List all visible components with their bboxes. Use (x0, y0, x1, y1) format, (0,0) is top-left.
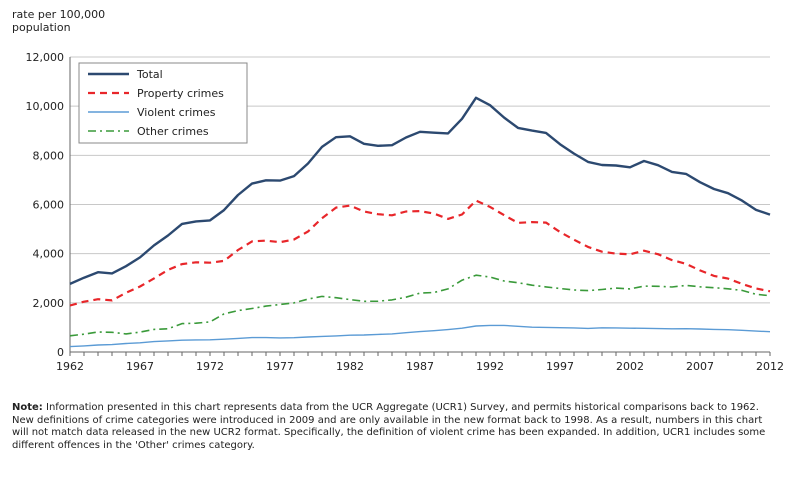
x-tick-label: 1972 (196, 360, 224, 373)
y-tick-label: 8,000 (33, 149, 65, 162)
legend-label: Total (136, 68, 163, 81)
note-label: Note: (12, 402, 43, 413)
axes: 0 2,000 4,000 6,000 8,000 10,000 12,000 1962 196… (26, 51, 785, 373)
y-tick-label: 2,000 (33, 297, 65, 310)
y-tick-label: 10,000 (26, 100, 65, 113)
series-lines (69, 96, 771, 348)
y-tick-label: 0 (57, 346, 64, 359)
x-tick-label: 1967 (126, 360, 154, 373)
legend-box (78, 62, 248, 144)
x-tick-label: 2012 (756, 360, 784, 373)
legend-label: Property crimes (137, 87, 224, 100)
series-line-total (69, 96, 771, 285)
y-axis-label-line-1: rate per 100,000 (12, 8, 106, 21)
y-axis-label-line-2: population (12, 21, 71, 34)
x-tick-label: 1992 (476, 360, 504, 373)
x-tick-label: 1977 (266, 360, 294, 373)
x-tick-label: 1987 (406, 360, 434, 373)
line-chart: 0 2,000 4,000 6,000 8,000 10,000 12,000 1962 196… (26, 51, 785, 373)
legend-label: Other crimes (137, 125, 209, 138)
gridlines (70, 56, 770, 304)
x-tick-label: 2002 (616, 360, 644, 373)
series-line-violent-crimes (69, 324, 771, 348)
x-tick-label: 1982 (336, 360, 364, 373)
y-tick-label: 12,000 (26, 51, 65, 64)
x-tick-label: 1962 (56, 360, 84, 373)
y-tick-label: 6,000 (33, 199, 65, 212)
note-text: Information presented in this chart repr… (12, 402, 766, 451)
y-axis-label: rate per 100,000 population (12, 8, 122, 34)
series-line-other-crimes (69, 274, 771, 337)
y-tick-label: 4,000 (33, 248, 65, 261)
legend-label: Violent crimes (137, 106, 216, 119)
series-line-property-crimes (69, 199, 771, 307)
chart-note: Note: Information presented in this char… (12, 402, 776, 452)
legend: Total Property crimes Violent crimes Other … (78, 62, 248, 144)
x-tick-label: 2007 (686, 360, 714, 373)
x-tick-label: 1997 (546, 360, 574, 373)
